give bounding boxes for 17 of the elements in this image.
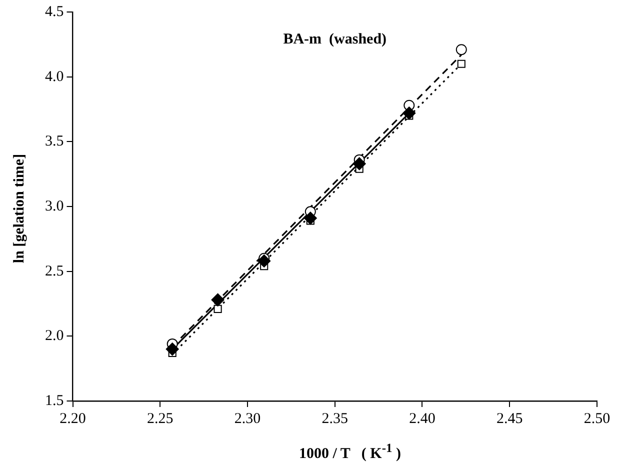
y-tick-label: 2.0 xyxy=(45,328,64,344)
y-tick-label: 2.5 xyxy=(45,263,64,280)
x-tick-label: 2.50 xyxy=(584,410,610,427)
y-tick-label: 3.0 xyxy=(45,198,64,214)
x-tick-label: 2.45 xyxy=(496,410,523,427)
x-tick-label: 2.20 xyxy=(60,410,86,427)
y-tick-label: 4.0 xyxy=(45,68,64,85)
y-tick-label: 1.5 xyxy=(45,392,64,409)
text: BA-m (washed) xyxy=(283,31,387,48)
y-tick-label: 4.5 xyxy=(45,4,64,20)
x-axis-title: 1000 / T ( K$^{-1}$ ) xyxy=(298,441,402,463)
x-tick-label: 2.40 xyxy=(409,410,436,427)
y-tick-label: 3.5 xyxy=(45,134,64,150)
x-tick-label: 2.30 xyxy=(234,410,261,427)
x-tick-label: 2.25 xyxy=(147,410,174,427)
y-axis-title: ln [gelation time] xyxy=(12,152,28,266)
x-tick-label: 2.35 xyxy=(322,410,348,427)
